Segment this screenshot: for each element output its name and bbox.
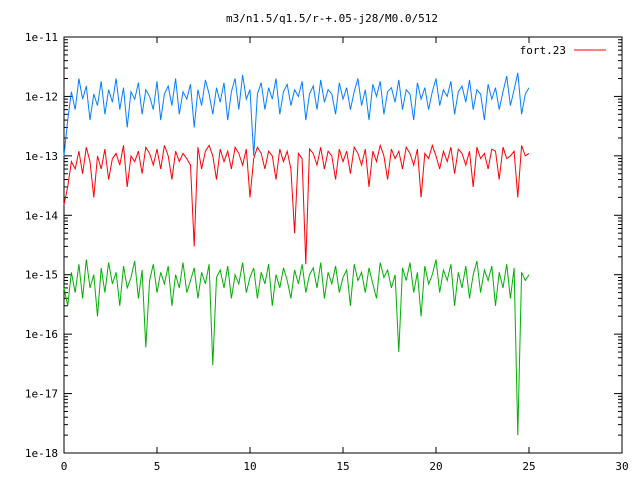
y-tick-label: 1e-18 bbox=[25, 447, 58, 460]
series-layer bbox=[63, 72, 530, 436]
y-tick-label: 1e-16 bbox=[25, 328, 58, 341]
y-tick-label: 1e-15 bbox=[25, 269, 58, 282]
y-tick-label: 1e-13 bbox=[25, 150, 58, 163]
series-line-2 bbox=[63, 259, 530, 436]
chart-title: m3/n1.5/q1.5/r-+.05-j28/M0.0/512 bbox=[226, 12, 438, 25]
x-tick-label: 5 bbox=[154, 460, 161, 473]
y-tick-label: 1e-11 bbox=[25, 31, 58, 44]
x-tick-label: 15 bbox=[336, 460, 349, 473]
x-tick-label: 0 bbox=[61, 460, 68, 473]
x-tick-label: 25 bbox=[522, 460, 535, 473]
y-tick-label: 1e-14 bbox=[25, 209, 58, 222]
legend-label: fort.23 bbox=[520, 44, 566, 57]
y-tick-label: 1e-12 bbox=[25, 90, 58, 103]
legend: fort.23 bbox=[520, 44, 606, 57]
x-tick-label: 10 bbox=[243, 460, 256, 473]
x-tick-label: 30 bbox=[615, 460, 628, 473]
y-tick-label: 1e-17 bbox=[25, 388, 58, 401]
axes: 0 5 10 15 20 25 30 1e-11 1e-12 1e-13 1e-14 1e-15 1e-… bbox=[25, 31, 629, 473]
x-tick-label: 20 bbox=[429, 460, 442, 473]
series-line-1 bbox=[63, 72, 530, 156]
series-line-0 bbox=[63, 143, 530, 265]
